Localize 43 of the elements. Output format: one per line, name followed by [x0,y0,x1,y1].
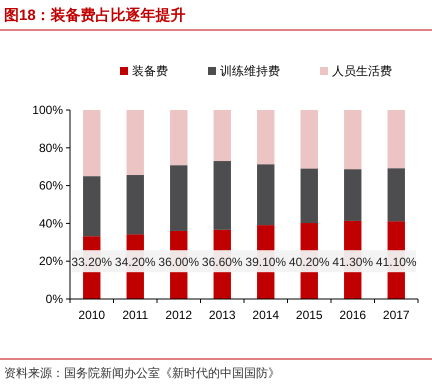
text: 资料来源：国务院新闻办公室《新时代的中国国防》 [4,366,280,380]
bar [300,168,318,224]
bar [83,110,100,176]
data-label: 33.20% [71,255,112,270]
x-tick-label: 2015 [296,308,323,322]
bar [126,110,144,176]
x-tick-label: 2010 [78,308,106,322]
bar [388,110,405,168]
bar [126,175,144,234]
legend-label: 装备费 [132,64,168,78]
bar [83,176,100,236]
legend-label: 人员生活费 [332,64,392,78]
y-tick-label: 80% [38,140,64,155]
x-tick-label: 2011 [122,308,148,322]
x-tick-label: 2012 [165,308,192,322]
bar [344,169,362,221]
data-label: 40.20% [288,255,330,270]
bar [170,110,188,166]
bar [388,168,405,222]
bar [344,110,362,170]
x-tick-label: 2016 [339,308,366,322]
x-tick-label: 2014 [252,308,280,322]
y-tick-label: 40% [38,216,64,230]
chart-title: 图18：装备费占比逐年提升 [4,7,186,24]
y-tick-label: 0% [46,292,64,306]
data-label: 39.10% [245,255,286,270]
data-label: 36.00% [158,255,200,270]
x-tick-label: 2013 [208,308,236,322]
bar [300,110,318,169]
bar [170,165,188,231]
data-label: 34.20% [114,255,156,270]
y-tick-label: 20% [38,254,64,268]
x-tick-label: 2017 [382,308,410,322]
data-label: 41.30% [332,255,374,270]
bar [214,161,231,230]
y-tick-label: 60% [38,178,64,193]
legend-label: 训练维持费 [220,64,280,78]
data-label: 36.60% [202,255,243,270]
data-label: 41.10% [376,255,417,270]
y-tick-label: 100% [32,103,64,117]
bar [214,110,231,162]
bar [257,164,274,226]
bar [257,110,274,164]
